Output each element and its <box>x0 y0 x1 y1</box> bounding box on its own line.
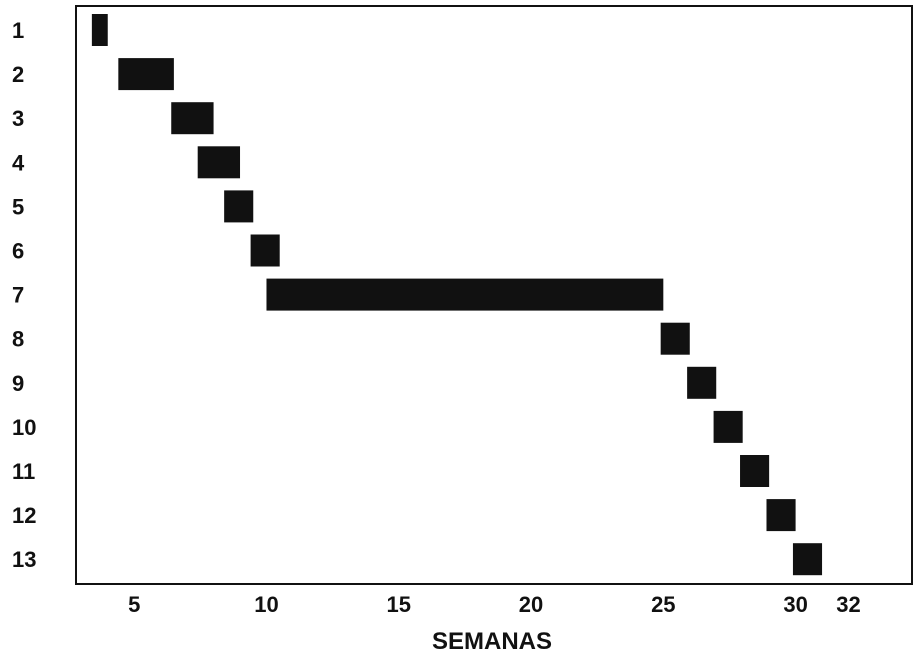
y-tick-label-10: 10 <box>12 415 36 440</box>
x-axis-title: SEMANAS <box>432 628 552 655</box>
y-tick-label-11: 11 <box>12 459 35 484</box>
task-bar-4 <box>197 146 241 179</box>
task-bar-1 <box>91 14 108 46</box>
task-bar-3 <box>171 102 214 135</box>
x-tick-label-20: 20 <box>519 592 543 617</box>
task-bar-6 <box>250 234 280 267</box>
x-tick-label-5: 5 <box>128 592 140 617</box>
y-tick-label-2: 2 <box>12 62 24 87</box>
task-bar-2 <box>118 58 174 91</box>
y-tick-label-8: 8 <box>12 327 24 352</box>
task-bar-5 <box>224 190 254 223</box>
task-bar-7 <box>266 278 664 311</box>
x-tick-label-25: 25 <box>651 592 675 617</box>
task-bar-10 <box>713 410 743 443</box>
y-tick-label-12: 12 <box>12 503 36 528</box>
y-tick-label-3: 3 <box>12 106 24 131</box>
y-tick-label-7: 7 <box>12 283 24 308</box>
task-bar-11 <box>740 455 770 487</box>
task-bar-9 <box>687 366 717 399</box>
task-bar-8 <box>660 322 690 355</box>
x-tick-label-10: 10 <box>254 592 278 617</box>
y-tick-label-13: 13 <box>12 547 36 572</box>
y-tick-label-6: 6 <box>12 239 24 264</box>
y-tick-label-1: 1 <box>12 18 24 43</box>
task-bar-13 <box>792 543 823 576</box>
x-tick-label-32: 32 <box>836 592 860 617</box>
y-tick-label-9: 9 <box>12 371 24 396</box>
plot-border <box>75 5 913 585</box>
x-tick-label-15: 15 <box>387 592 411 617</box>
y-tick-label-4: 4 <box>12 150 25 175</box>
y-tick-label-5: 5 <box>12 194 24 219</box>
task-bar-12 <box>766 499 796 532</box>
x-tick-label-30: 30 <box>783 592 807 617</box>
